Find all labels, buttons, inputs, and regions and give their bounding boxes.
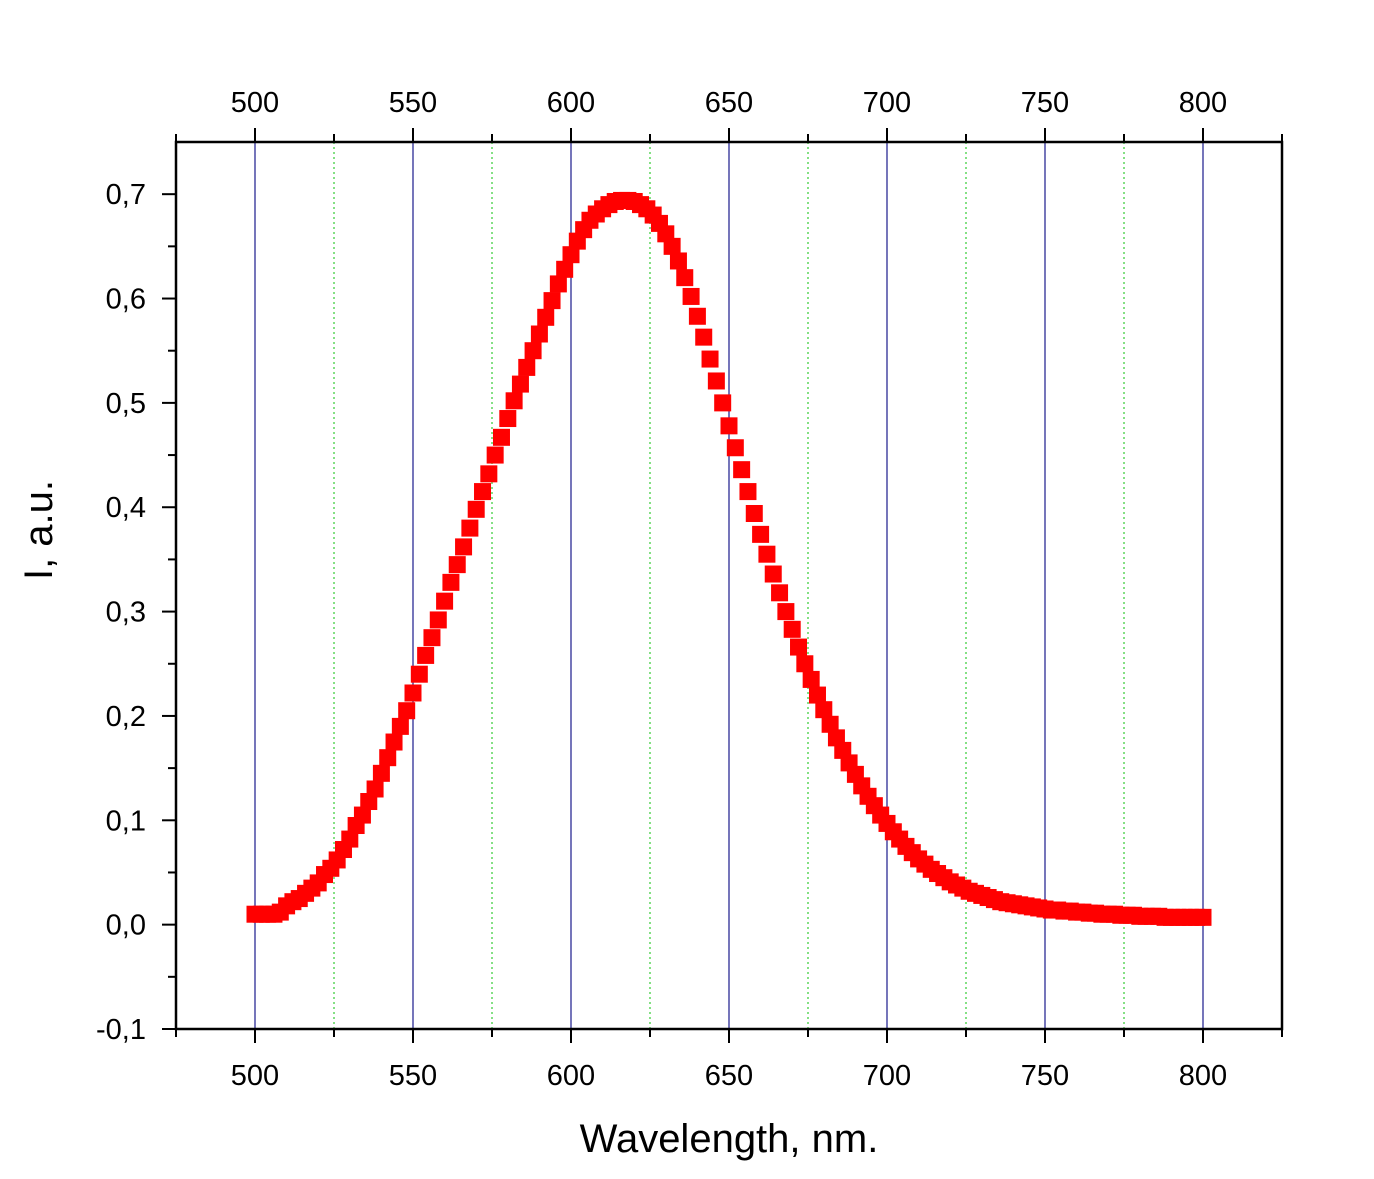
x-top-tick-label: 800 bbox=[1179, 87, 1227, 119]
data-point bbox=[707, 372, 725, 390]
data-point bbox=[669, 252, 687, 270]
x-top-tick-label: 600 bbox=[547, 87, 595, 119]
x-tick-label: 600 bbox=[547, 1060, 595, 1092]
y-tick-label: 0,5 bbox=[106, 388, 146, 420]
data-point bbox=[455, 538, 473, 556]
y-tick-label: 0,1 bbox=[106, 805, 146, 837]
x-top-tick-label: 700 bbox=[863, 87, 911, 119]
data-point bbox=[714, 394, 732, 412]
data-point bbox=[524, 342, 542, 360]
data-point bbox=[530, 325, 548, 343]
data-point bbox=[726, 439, 744, 457]
data-point bbox=[821, 715, 839, 733]
tick-labels: 500 500 550 550 600 600 650 650 700 700 750 750 800 8… bbox=[96, 87, 1227, 1092]
data-point bbox=[492, 428, 510, 446]
y-tick-label: 0,2 bbox=[106, 701, 146, 733]
x-top-tick-label: 500 bbox=[231, 87, 279, 119]
data-point bbox=[802, 670, 820, 688]
x-tick-label: 800 bbox=[1179, 1060, 1227, 1092]
x-tick-label: 700 bbox=[863, 1060, 911, 1092]
data-point bbox=[758, 545, 776, 563]
data-point bbox=[385, 733, 403, 751]
data-point bbox=[701, 350, 719, 368]
x-axis-title: Wavelength, nm. bbox=[580, 1117, 879, 1161]
data-point bbox=[379, 749, 397, 767]
data-point bbox=[518, 358, 536, 376]
data-point bbox=[549, 275, 567, 293]
data-point bbox=[663, 237, 681, 255]
data-point bbox=[398, 702, 416, 720]
data-point bbox=[448, 556, 466, 574]
data-point bbox=[429, 611, 447, 629]
x-top-tick-label: 750 bbox=[1021, 87, 1069, 119]
data-point bbox=[442, 573, 460, 591]
y-axis-title: I, a.u. bbox=[17, 480, 61, 580]
data-point bbox=[556, 260, 574, 278]
data-point bbox=[752, 525, 770, 543]
data-point bbox=[480, 465, 498, 483]
data-point bbox=[499, 410, 517, 428]
data-point bbox=[366, 780, 384, 798]
data-point bbox=[436, 592, 454, 610]
data-point bbox=[720, 417, 738, 435]
data-point bbox=[796, 655, 814, 673]
data-point bbox=[764, 565, 782, 583]
x-top-tick-label: 550 bbox=[389, 87, 437, 119]
data-point bbox=[353, 806, 371, 824]
data-point bbox=[372, 764, 390, 782]
data-point bbox=[1194, 908, 1212, 926]
data-point bbox=[467, 500, 485, 518]
data-point bbox=[410, 665, 428, 683]
data-point bbox=[783, 620, 801, 638]
data-point bbox=[417, 646, 435, 664]
y-tick-label: 0,3 bbox=[106, 597, 146, 629]
data-point bbox=[790, 638, 808, 656]
y-tick-label: 0,0 bbox=[106, 910, 146, 942]
data-point bbox=[562, 246, 580, 264]
data-point bbox=[486, 446, 504, 464]
data-point bbox=[423, 629, 441, 647]
data-point bbox=[808, 686, 826, 704]
x-tick-label: 500 bbox=[231, 1060, 279, 1092]
data-point bbox=[404, 684, 422, 702]
x-tick-label: 550 bbox=[389, 1060, 437, 1092]
y-tick-label: 0,4 bbox=[106, 492, 146, 524]
data-point bbox=[745, 504, 763, 522]
x-tick-label: 650 bbox=[705, 1060, 753, 1092]
data-point bbox=[815, 701, 833, 719]
data-point bbox=[682, 287, 700, 305]
x-tick-label: 750 bbox=[1021, 1060, 1069, 1092]
data-point bbox=[676, 269, 694, 287]
data-point bbox=[505, 392, 523, 410]
data-point bbox=[688, 307, 706, 325]
data-points bbox=[246, 191, 1212, 926]
data-point bbox=[733, 461, 751, 479]
data-point bbox=[461, 519, 479, 537]
data-point bbox=[474, 483, 492, 501]
grid-layer bbox=[254, 142, 1204, 1029]
x-top-tick-label: 650 bbox=[705, 87, 753, 119]
data-point bbox=[391, 717, 409, 735]
data-point bbox=[739, 483, 757, 501]
y-tick-label: 0,7 bbox=[106, 179, 146, 211]
data-point bbox=[341, 830, 359, 848]
data-point bbox=[695, 328, 713, 346]
data-point bbox=[537, 308, 555, 326]
data-point bbox=[771, 584, 789, 602]
data-point bbox=[777, 603, 795, 621]
data-point bbox=[511, 375, 529, 393]
y-tick-label: -0,1 bbox=[96, 1014, 146, 1046]
y-tick-label: 0,6 bbox=[106, 284, 146, 316]
data-point bbox=[543, 292, 561, 310]
ticks bbox=[162, 128, 1283, 1043]
